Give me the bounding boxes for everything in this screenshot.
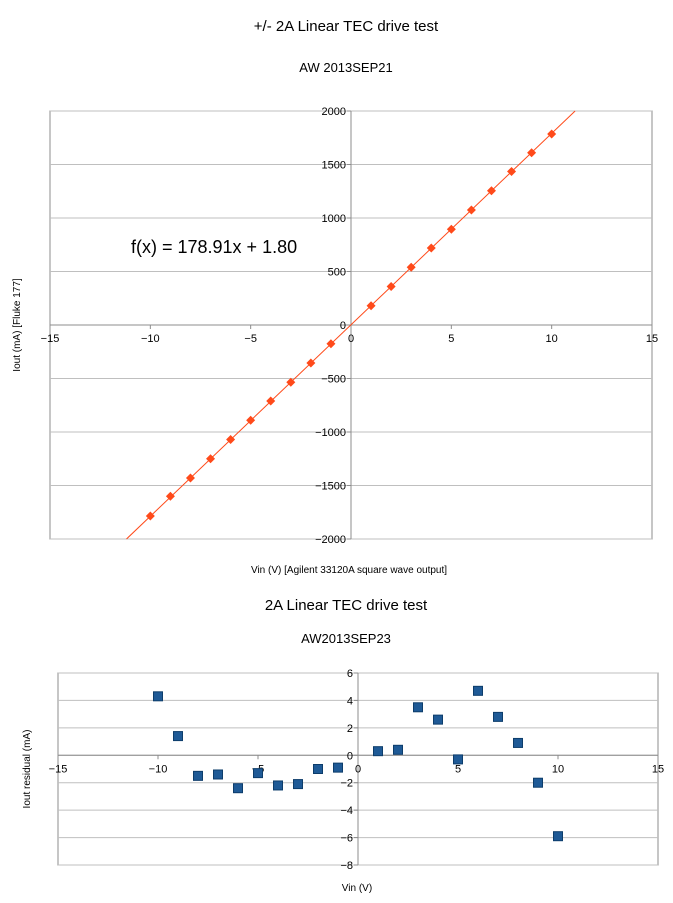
chart-2-point	[333, 762, 343, 773]
chart-1-y-tick-label: 0	[340, 320, 346, 332]
chart-2-y-tick-label: −4	[340, 805, 353, 817]
chart-2-point	[433, 714, 443, 725]
chart-1-x-tick-label: −5	[244, 333, 257, 345]
chart-1-point	[426, 243, 436, 253]
chart-2-title: 2A Linear TEC drive test	[265, 597, 428, 614]
chart-2-point	[453, 754, 463, 765]
chart-1-y-tick-label: 2000	[322, 106, 346, 118]
chart-1-point	[527, 148, 537, 158]
chart-2: 2A Linear TEC drive test AW2013SEP23 −15…	[22, 597, 664, 894]
chart-1-point	[466, 205, 476, 215]
chart-2-x-tick-label: 0	[355, 763, 361, 775]
chart-2-y-axis-label: Iout residual (mA)	[22, 730, 33, 809]
chart-1-x-tick-label: 15	[646, 333, 658, 345]
chart-2-x-axis-label: Vin (V)	[342, 883, 372, 894]
chart-2-point	[313, 764, 323, 774]
chart-2-point	[373, 746, 383, 757]
chart-1-y-tick-label: −1500	[315, 481, 346, 493]
chart-1-trendline-equation: f(x) = 178.91x + 1.80	[131, 237, 297, 257]
chart-2-point	[393, 744, 403, 755]
chart-1-point	[507, 166, 517, 176]
chart-1-y-tick-label: −2000	[315, 534, 346, 546]
chart-1-point	[547, 129, 557, 139]
chart-2-y-tick-label: 6	[347, 668, 353, 680]
chart-1-y-tick-label: 1500	[322, 160, 346, 172]
chart-2-x-tick-label: 15	[652, 763, 664, 775]
chart-1-point	[165, 491, 175, 501]
chart-2-point	[553, 831, 563, 842]
chart-1-trendline-group	[126, 110, 576, 540]
chart-1-point	[266, 396, 276, 406]
chart-1-tick-labels: −15 −10 −5 0 5 10 15 −2000 −1500 −1000 −500 0 500 100…	[41, 106, 658, 546]
chart-2-y-tick-label: −6	[340, 833, 353, 845]
chart-2-y-tick-label: 4	[347, 695, 353, 707]
chart-2-point	[533, 777, 543, 788]
chart-1-x-tick-label: 5	[448, 333, 454, 345]
chart-1-point	[306, 358, 316, 368]
chart-1-x-tick-label: 10	[546, 333, 558, 345]
chart-2-x-tick-label: 5	[455, 763, 461, 775]
chart-2-point	[273, 780, 283, 791]
chart-1-point	[446, 224, 456, 234]
chart-1-point	[145, 511, 155, 521]
chart-1-x-tick-label: −10	[141, 333, 160, 345]
chart-1: +/- 2A Linear TEC drive test AW 2013SEP2…	[12, 18, 658, 576]
chart-1-points	[145, 129, 557, 521]
chart-1-point	[206, 454, 216, 464]
chart-1-subtitle: AW 2013SEP21	[299, 60, 392, 75]
chart-1-point	[486, 186, 496, 196]
chart-1-point	[246, 415, 256, 425]
chart-1-x-tick-label: 0	[348, 333, 354, 345]
chart-1-y-tick-label: 500	[328, 267, 346, 279]
chart-2-points	[153, 685, 563, 842]
chart-2-x-tick-label: −15	[49, 763, 68, 775]
chart-2-point	[253, 768, 263, 779]
chart-1-y-tick-label: −500	[321, 374, 346, 386]
chart-2-subtitle: AW2013SEP23	[301, 631, 391, 646]
chart-2-y-tick-label: −8	[340, 860, 353, 872]
chart-2-point	[213, 769, 223, 780]
chart-1-point	[226, 434, 236, 444]
chart-2-point	[233, 783, 243, 794]
chart-1-point	[406, 262, 416, 272]
chart-2-y-tick-label: 0	[347, 750, 353, 762]
chart-2-point	[173, 731, 183, 742]
chart-1-title: +/- 2A Linear TEC drive test	[254, 18, 439, 35]
chart-2-point	[493, 711, 503, 722]
chart-1-point	[366, 301, 376, 311]
chart-1-y-tick-label: 1000	[322, 213, 346, 225]
chart-1-y-tick-label: −1000	[315, 427, 346, 439]
chart-2-point	[293, 779, 303, 790]
chart-1-point	[185, 473, 195, 483]
chart-1-y-axis-label: Iout (mA) [Fluke 177]	[12, 278, 23, 372]
chart-2-x-tick-label: 10	[552, 763, 564, 775]
chart-2-point	[193, 770, 203, 781]
chart-1-point	[326, 339, 336, 349]
chart-1-x-axis-label: Vin (V) [Agilent 33120A square wave outp…	[251, 565, 447, 576]
chart-1-point	[386, 281, 396, 291]
chart-2-point	[413, 702, 423, 713]
chart-1-trendline	[126, 110, 576, 540]
chart-2-axes	[57, 672, 659, 866]
chart-2-x-tick-label: −10	[149, 763, 168, 775]
chart-1-point	[286, 377, 296, 387]
chart-2-y-tick-label: 2	[347, 723, 353, 735]
chart-2-point	[513, 737, 523, 748]
chart-2-point	[153, 691, 163, 702]
chart-1-x-tick-label: −15	[41, 333, 60, 345]
chart-2-y-tick-label: −2	[340, 778, 353, 790]
chart-2-point	[473, 685, 483, 696]
